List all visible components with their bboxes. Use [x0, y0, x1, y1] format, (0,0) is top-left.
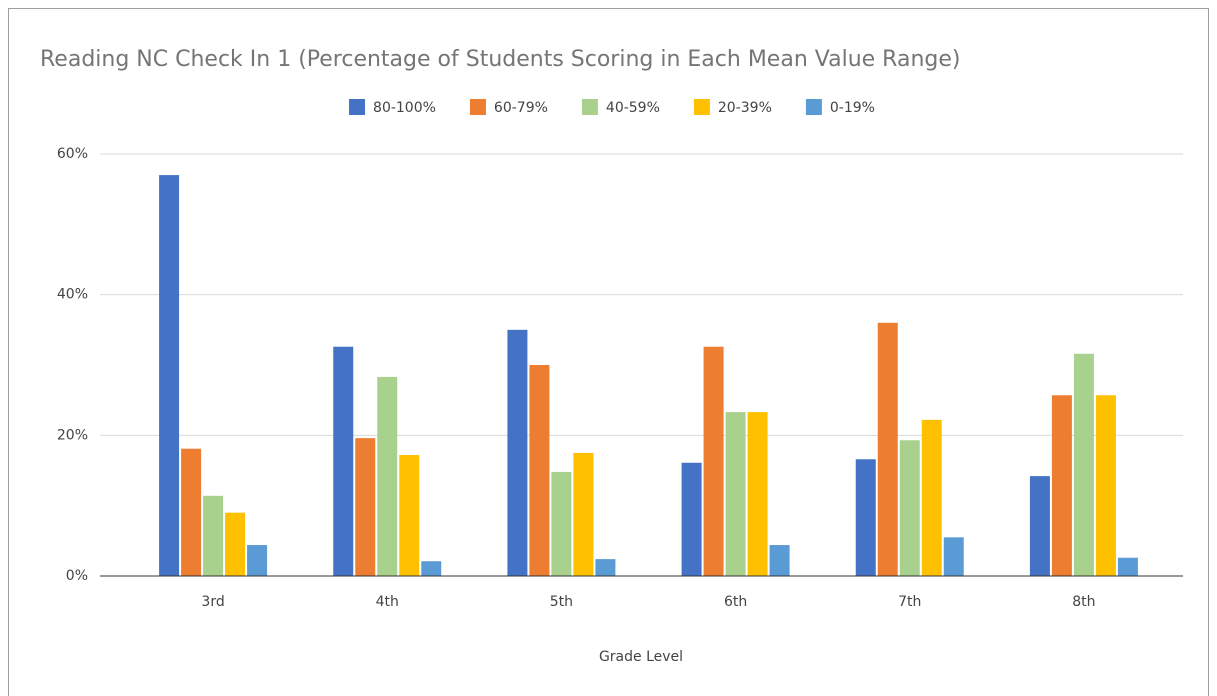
- bar: [377, 376, 398, 576]
- bar: [877, 322, 898, 576]
- bar: [1029, 476, 1050, 576]
- y-tick-label: 20%: [57, 427, 88, 443]
- bar: [1095, 395, 1116, 576]
- x-tick-label: 7th: [898, 594, 921, 610]
- bar: [181, 448, 202, 576]
- bar: [1117, 557, 1138, 576]
- x-axis-label: Grade Level: [599, 649, 683, 665]
- x-tick-label: 6th: [724, 594, 747, 610]
- bar: [333, 346, 354, 576]
- y-tick-label: 40%: [57, 287, 88, 303]
- bar: [551, 471, 572, 576]
- bar: [225, 512, 246, 576]
- bar: [421, 561, 442, 576]
- bar: [159, 175, 180, 576]
- bar: [769, 545, 790, 576]
- x-tick-label: 5th: [550, 594, 573, 610]
- bar: [203, 495, 224, 576]
- bar: [855, 459, 876, 576]
- bar: [681, 462, 702, 576]
- legend-label: 80-100%: [373, 100, 436, 116]
- bar: [595, 559, 616, 576]
- x-tick-label: 4th: [376, 594, 399, 610]
- bar: [1051, 395, 1072, 576]
- bar: [507, 329, 528, 576]
- bar: [943, 537, 964, 576]
- x-tick-label: 8th: [1072, 594, 1095, 610]
- legend-label: 40-59%: [606, 100, 660, 116]
- y-tick-label: 0%: [66, 568, 88, 584]
- bar: [703, 346, 724, 576]
- legend-label: 60-79%: [494, 100, 548, 116]
- y-tick-label: 60%: [57, 146, 88, 162]
- legend-swatch: [805, 99, 822, 115]
- legend-swatch: [349, 99, 366, 115]
- legend-label: 0-19%: [830, 100, 875, 116]
- legend-swatch: [581, 99, 598, 115]
- legend-swatch: [469, 99, 486, 115]
- chart-title: Reading NC Check In 1 (Percentage of Stu…: [40, 47, 960, 72]
- bar: [573, 452, 594, 576]
- bar: [399, 455, 420, 576]
- bar: [529, 365, 550, 576]
- bar: [899, 440, 920, 576]
- chart-border: [8, 8, 1209, 696]
- x-tick-label: 3rd: [201, 594, 224, 610]
- legend-label: 20-39%: [718, 100, 772, 116]
- bar: [725, 412, 746, 576]
- bar: [355, 438, 376, 576]
- bar: [921, 419, 942, 576]
- bar: [1073, 353, 1094, 576]
- bar: [247, 545, 268, 576]
- legend-swatch: [693, 99, 710, 115]
- bar: [747, 412, 768, 576]
